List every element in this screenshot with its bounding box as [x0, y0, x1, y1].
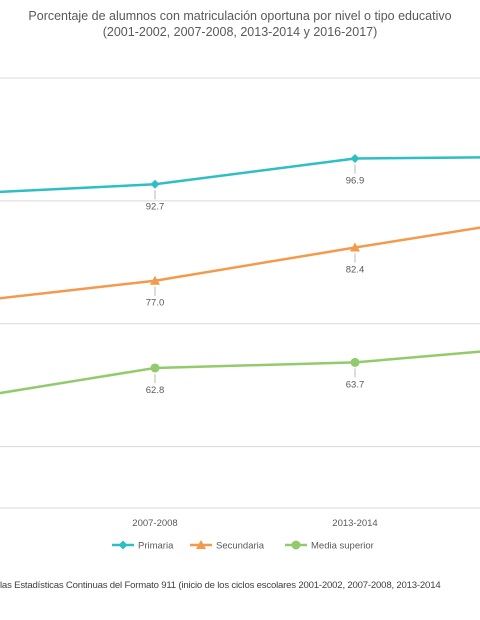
- series-line-primaria: [0, 156, 480, 194]
- legend-label-secundaria: Secundaria: [216, 541, 265, 552]
- legend-label-media-superior: Media superior: [311, 541, 374, 552]
- data-label-media-superior: 62.8: [146, 385, 165, 396]
- chart-title: Porcentaje de alumnos con matriculación …: [0, 8, 480, 40]
- legend-marker-primaria: [118, 540, 128, 550]
- legend-item-primaria[interactable]: Primaria: [112, 540, 174, 552]
- data-point-secundaria: [350, 242, 360, 252]
- x-tick-label: 2013-2014: [332, 518, 377, 529]
- data-label-secundaria: 82.4: [346, 265, 365, 276]
- source-note: las Estadísticas Continuas del Formato 9…: [0, 580, 441, 591]
- data-point-media-superior: [150, 363, 160, 373]
- data-point-primaria: [350, 153, 360, 163]
- data-label-secundaria: 77.0: [146, 298, 165, 309]
- legend-label-primaria: Primaria: [138, 541, 174, 552]
- series-line-media-superior: [0, 350, 480, 395]
- chart-title-line1: Porcentaje de alumnos con matriculación …: [28, 9, 452, 23]
- data-label-media-superior: 63.7: [346, 379, 365, 390]
- legend-marker-secundaria: [196, 540, 206, 549]
- data-label-primaria: 96.9: [346, 175, 365, 186]
- data-point-media-superior: [350, 357, 360, 367]
- data-point-primaria: [150, 179, 160, 189]
- chart-title-line2: (2001-2002, 2007-2008, 2013-2014 y 2016-…: [102, 25, 378, 39]
- x-tick-label: 2007-2008: [132, 518, 177, 529]
- data-label-primaria: 92.7: [146, 201, 165, 212]
- legend-marker-media-superior: [291, 540, 301, 550]
- legend-item-media-superior[interactable]: Media superior: [285, 540, 374, 552]
- series-line-secundaria: [0, 226, 480, 300]
- legend-item-secundaria[interactable]: Secundaria: [190, 540, 265, 552]
- data-point-secundaria: [150, 275, 160, 285]
